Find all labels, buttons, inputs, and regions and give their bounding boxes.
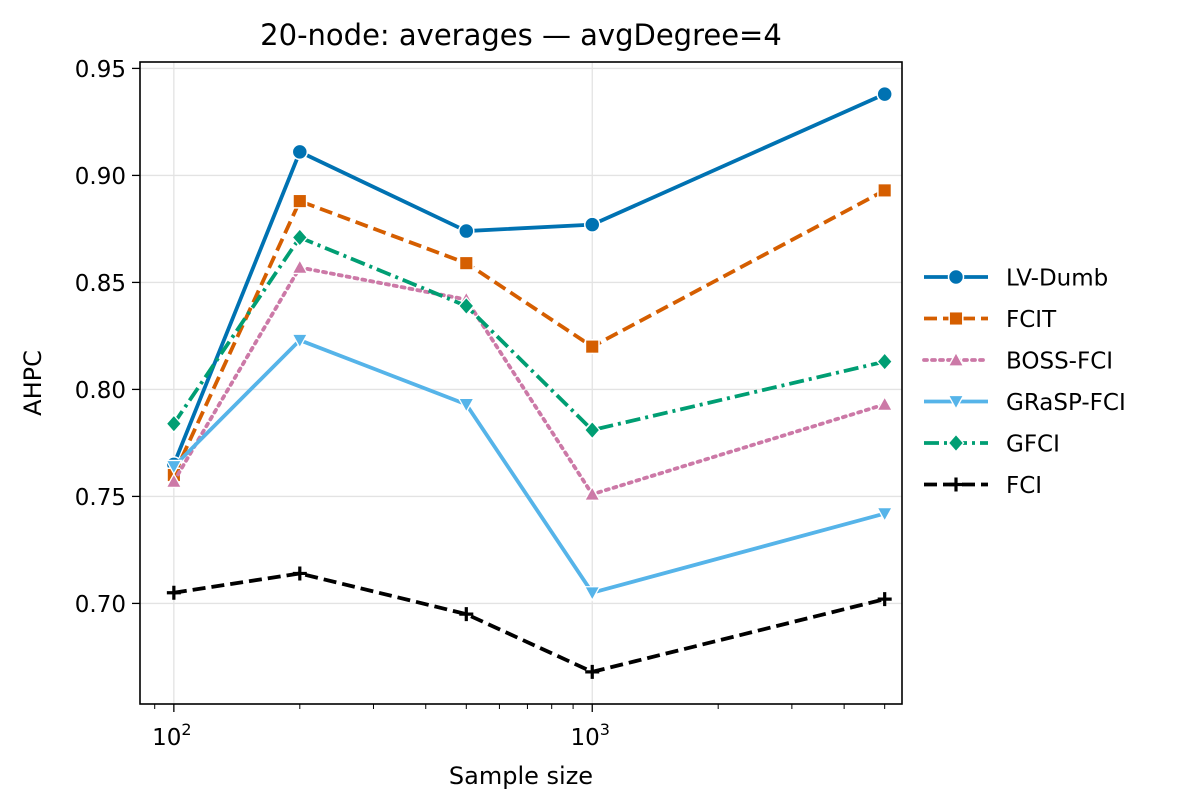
- legend-marker: [947, 268, 965, 286]
- data-point: [165, 459, 183, 476]
- grid-layer: [140, 62, 902, 704]
- chart-title: 20-node: averages — avgDegree=4: [260, 18, 782, 52]
- legend-item: LV-Dumb: [924, 266, 1108, 292]
- data-point: [583, 216, 601, 233]
- y-tick-label: 0.95: [75, 57, 126, 83]
- legend-marker: [948, 310, 964, 327]
- data-point: [458, 222, 475, 240]
- data-point: [583, 586, 601, 602]
- data-point: [876, 352, 894, 372]
- legend-item: GRaSP-FCI: [924, 390, 1126, 416]
- data-point: [876, 395, 894, 412]
- legend-label: FCIT: [1006, 307, 1057, 333]
- data-point: [583, 420, 601, 440]
- y-tick-label: 0.80: [75, 378, 126, 404]
- y-tick-label: 0.90: [75, 164, 126, 190]
- x-tick-exponent: 3: [600, 720, 610, 739]
- legend-label: BOSS-FCI: [1006, 349, 1113, 375]
- x-tick-base: 10: [152, 725, 181, 751]
- data-point: [457, 397, 475, 414]
- data-point: [292, 566, 307, 581]
- legend-label: GFCI: [1006, 432, 1060, 458]
- y-tick-label: 0.85: [75, 271, 126, 297]
- data-point: [877, 182, 893, 198]
- series-fci: [166, 566, 892, 679]
- data-point: [458, 255, 474, 271]
- legend-label: FCI: [1006, 473, 1042, 499]
- legend: LV-Dumb FCIT BOSS-FCI GRaSP-FCI GFCI FCI: [922, 266, 1126, 499]
- legend-marker: [947, 351, 965, 367]
- x-axis-label: Sample size: [449, 762, 593, 790]
- x-tick-base: 10: [571, 725, 600, 751]
- legend-marker: [947, 433, 965, 453]
- data-point: [165, 414, 183, 434]
- data-point: [583, 485, 601, 501]
- series-line: [173, 571, 886, 674]
- y-axis-label: AHPC: [19, 350, 47, 416]
- legend-item: GFCI: [924, 432, 1060, 458]
- legend-item: BOSS-FCI: [922, 349, 1113, 375]
- data-point: [291, 258, 309, 275]
- data-point: [291, 227, 309, 247]
- data-point: [459, 607, 474, 622]
- legend-label: GRaSP-FCI: [1006, 390, 1126, 416]
- series-grasp-fci: [165, 333, 894, 602]
- legend-marker: [949, 477, 963, 492]
- plot-frame: [139, 61, 903, 705]
- legend-item: FCI: [924, 473, 1042, 499]
- data-point: [876, 85, 893, 103]
- data-point: [165, 472, 183, 489]
- data-point: [166, 585, 181, 600]
- x-tick-label: 103: [571, 720, 610, 751]
- x-tick-label: 102: [152, 720, 191, 751]
- y-tick-label: 0.75: [75, 485, 126, 511]
- data-point: [291, 333, 309, 350]
- data-point: [585, 664, 600, 679]
- legend-item: FCIT: [924, 307, 1057, 333]
- data-point: [457, 296, 475, 316]
- x-tick-exponent: 2: [181, 720, 191, 739]
- data-point: [291, 143, 309, 161]
- legend-label: LV-Dumb: [1006, 266, 1108, 292]
- data-point: [877, 592, 892, 607]
- data-point: [292, 193, 308, 209]
- data-point: [584, 339, 600, 355]
- legend-marker: [947, 394, 965, 411]
- data-point: [876, 506, 894, 523]
- y-tick-label: 0.70: [75, 592, 126, 618]
- series-gfci: [165, 227, 894, 440]
- series-layer: [165, 85, 894, 679]
